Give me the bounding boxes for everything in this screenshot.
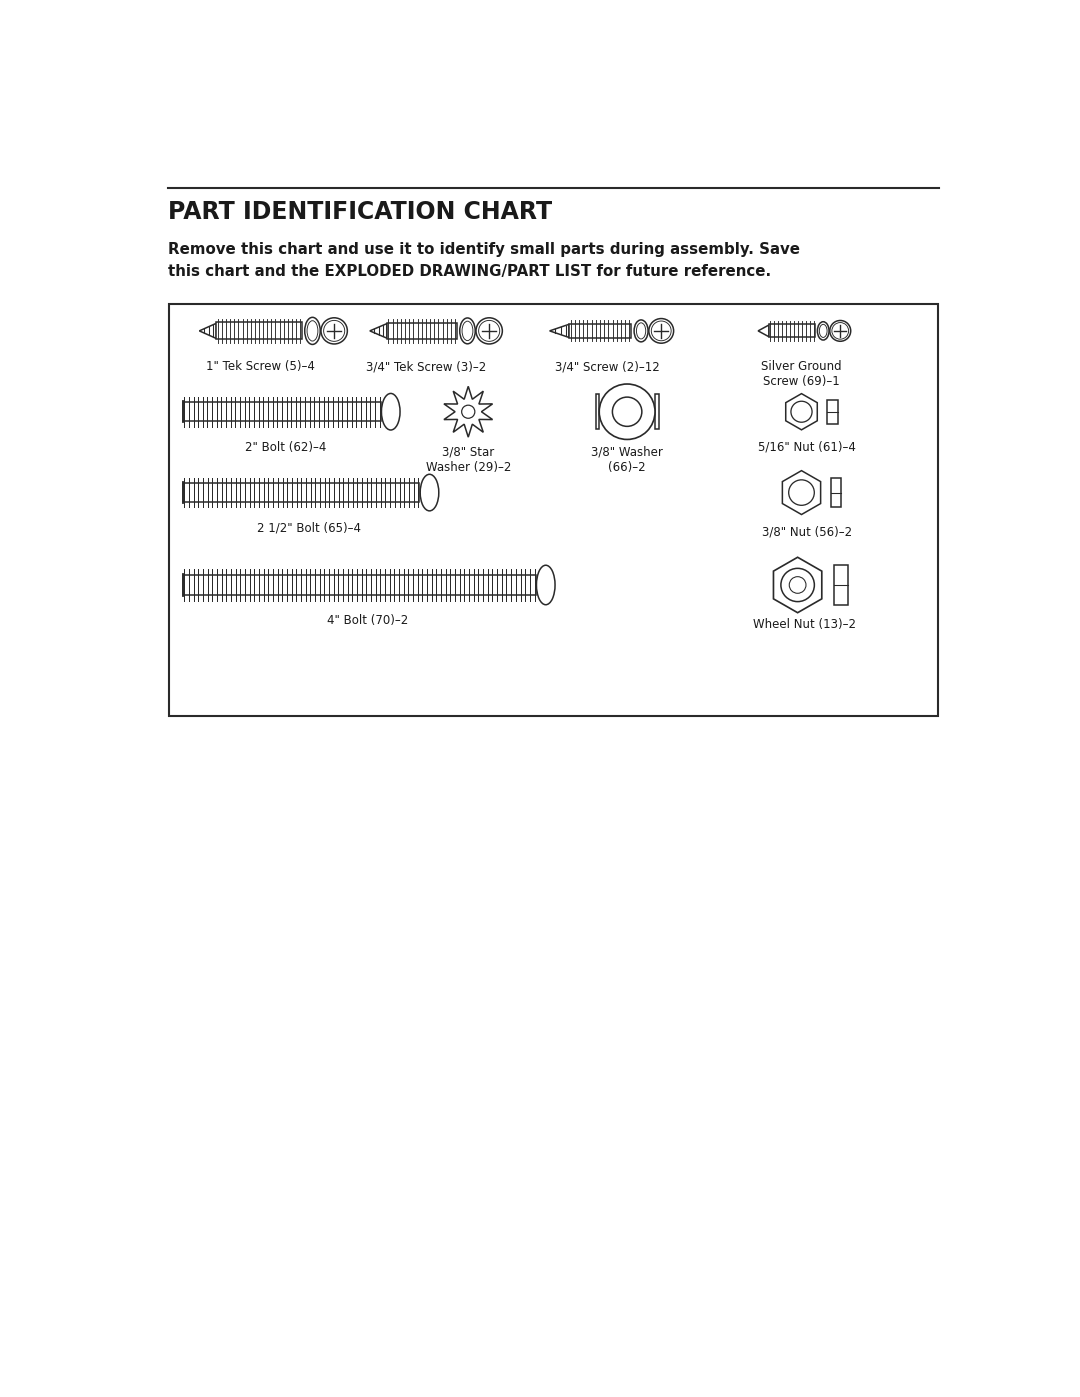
Circle shape	[781, 569, 814, 602]
Ellipse shape	[818, 321, 829, 339]
Ellipse shape	[381, 394, 400, 430]
Text: PART IDENTIFICATION CHART: PART IDENTIFICATION CHART	[167, 200, 552, 224]
Bar	[183, 574, 536, 595]
Bar	[596, 394, 599, 429]
Circle shape	[324, 320, 345, 341]
Text: 3/4" Tek Screw (3)–2: 3/4" Tek Screw (3)–2	[365, 360, 486, 373]
Circle shape	[461, 405, 475, 418]
Bar	[170, 305, 937, 715]
Text: 4" Bolt (70)–2: 4" Bolt (70)–2	[327, 615, 408, 627]
Bar	[831, 478, 841, 507]
Text: this chart and the EXPLODED DRAWING/PART LIST for future reference.: this chart and the EXPLODED DRAWING/PART…	[167, 264, 771, 279]
Circle shape	[788, 479, 814, 506]
Ellipse shape	[305, 317, 321, 345]
Circle shape	[321, 317, 348, 344]
Ellipse shape	[307, 321, 318, 341]
Ellipse shape	[537, 566, 555, 605]
Polygon shape	[758, 326, 769, 337]
Circle shape	[791, 401, 812, 422]
Circle shape	[649, 319, 674, 344]
Bar	[834, 564, 848, 605]
Circle shape	[599, 384, 656, 440]
Ellipse shape	[420, 475, 438, 511]
Circle shape	[612, 397, 642, 426]
Ellipse shape	[462, 321, 473, 341]
Polygon shape	[444, 387, 492, 437]
Ellipse shape	[634, 320, 648, 342]
Polygon shape	[782, 471, 821, 514]
Bar	[387, 323, 457, 339]
Text: 2" Bolt (62)–4: 2" Bolt (62)–4	[245, 441, 327, 454]
Ellipse shape	[820, 324, 827, 338]
Text: 3/8" Star
Washer (29)–2: 3/8" Star Washer (29)–2	[426, 446, 511, 474]
Bar	[826, 400, 837, 423]
Ellipse shape	[636, 323, 646, 339]
Bar	[216, 323, 301, 339]
Bar	[769, 324, 815, 338]
Text: 5/16" Nut (61)–4: 5/16" Nut (61)–4	[758, 441, 855, 454]
Circle shape	[476, 317, 502, 344]
Circle shape	[829, 320, 851, 341]
Circle shape	[478, 320, 500, 341]
Polygon shape	[369, 324, 387, 338]
Text: Silver Ground
Screw (69)–1: Silver Ground Screw (69)–1	[761, 360, 841, 388]
Bar	[183, 402, 380, 422]
Circle shape	[789, 577, 806, 594]
Bar	[656, 394, 659, 429]
Text: 3/4" Screw (2)–12: 3/4" Screw (2)–12	[555, 360, 660, 373]
Polygon shape	[773, 557, 822, 613]
Text: 3/8" Nut (56)–2: 3/8" Nut (56)–2	[761, 525, 852, 539]
Bar	[569, 324, 631, 338]
Text: Wheel Nut (13)–2: Wheel Nut (13)–2	[753, 617, 856, 631]
Polygon shape	[786, 394, 818, 430]
Bar	[183, 483, 419, 502]
Text: Remove this chart and use it to identify small parts during assembly. Save: Remove this chart and use it to identify…	[167, 242, 799, 257]
Ellipse shape	[460, 319, 475, 344]
Circle shape	[651, 321, 671, 341]
Polygon shape	[550, 324, 569, 338]
Text: 3/8" Washer
(66)–2: 3/8" Washer (66)–2	[591, 446, 663, 474]
Text: 1" Tek Screw (5)–4: 1" Tek Screw (5)–4	[206, 360, 315, 373]
Text: 2 1/2" Bolt (65)–4: 2 1/2" Bolt (65)–4	[257, 522, 362, 535]
Polygon shape	[200, 323, 216, 338]
Circle shape	[832, 323, 849, 339]
